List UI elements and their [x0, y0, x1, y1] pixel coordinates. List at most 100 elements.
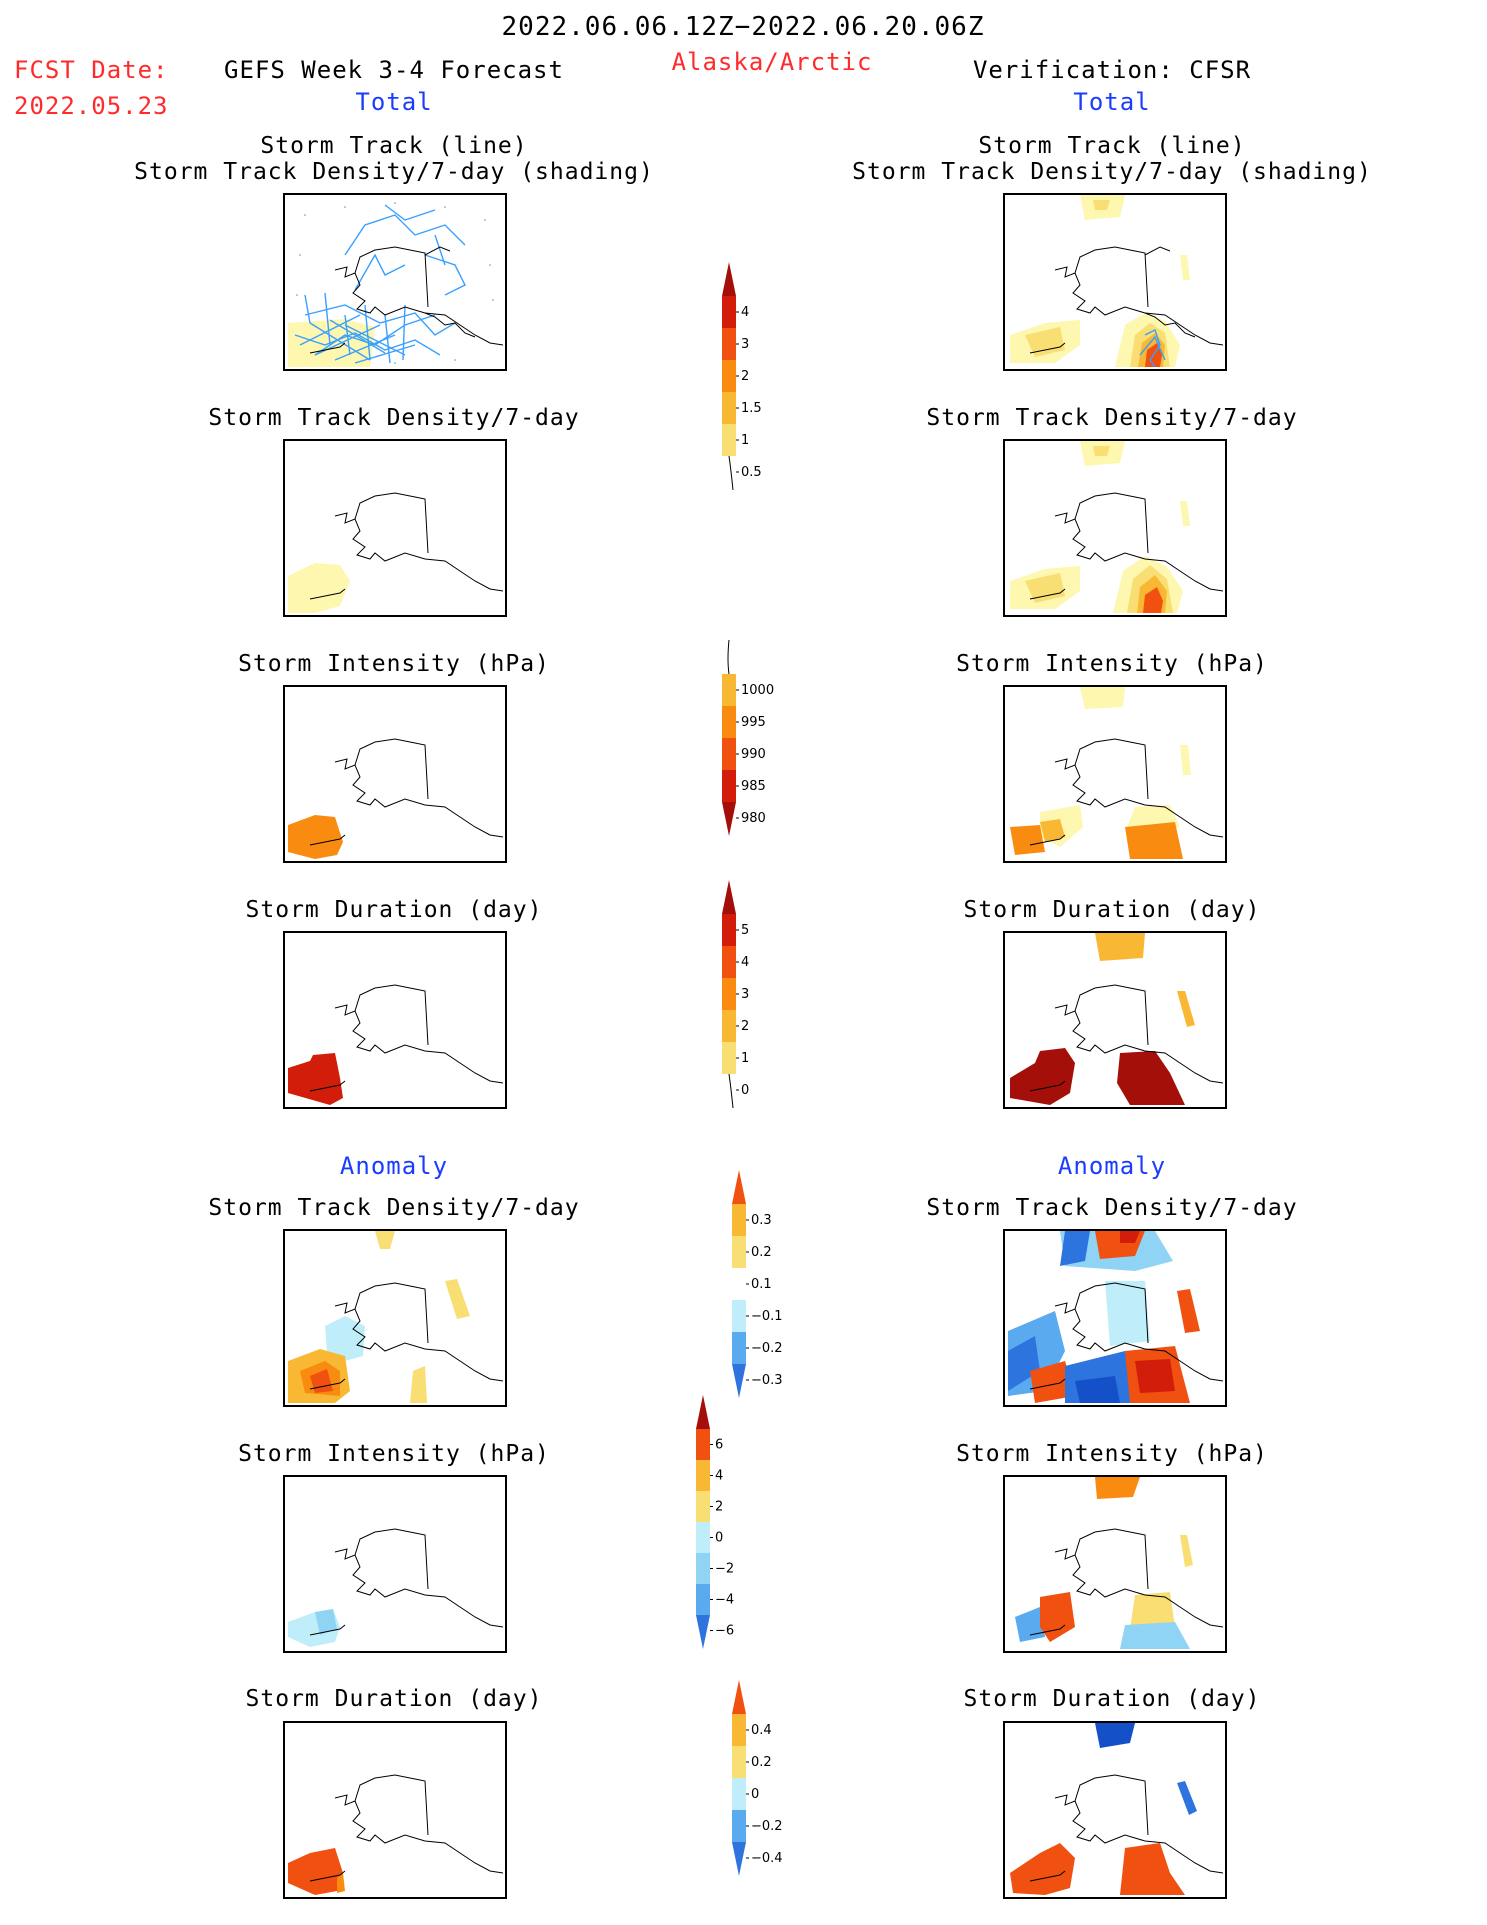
colorbar-segment — [696, 1429, 710, 1460]
density-shading — [1010, 195, 1190, 367]
colorbar-segment — [722, 1010, 736, 1042]
left-intensity-title: Storm Intensity (hPa) — [238, 651, 550, 677]
colorbar-bottom-end — [732, 1842, 746, 1876]
coastline — [1029, 492, 1224, 600]
map-right-track — [1003, 193, 1227, 371]
intensity-shading — [288, 815, 343, 859]
colorbar-tick-label: −0.4 — [751, 1851, 783, 1866]
map-left-duration-svg — [288, 984, 504, 1105]
region-title: Alaska/Arctic — [671, 48, 873, 76]
colorbar-top-end — [696, 1395, 710, 1429]
colorbar-tick-label: 3 — [741, 987, 749, 1002]
coastline — [1029, 738, 1224, 846]
colorbar-top-end — [722, 880, 736, 914]
colorbar-tick-label: 0 — [741, 1083, 749, 1098]
map-left-density — [283, 439, 507, 617]
map-right-intensity-svg — [1010, 687, 1224, 859]
map-right-anom-density — [1003, 1229, 1227, 1407]
colorbar-segment — [722, 770, 736, 802]
colorbar-tick-label: 0 — [715, 1531, 723, 1546]
colorbar-segment — [722, 738, 736, 770]
colorbar-tick-label: 2 — [741, 369, 749, 384]
anomaly-shading — [1010, 1723, 1197, 1895]
colorbar-segment — [722, 978, 736, 1010]
colorbar-bottom-end — [696, 1615, 710, 1649]
coastline — [1029, 984, 1224, 1092]
colorbar-segment — [722, 296, 736, 328]
colorbar-segment — [722, 914, 736, 946]
colorbar-bottom-end — [722, 802, 736, 836]
colorbar-intensity-total: 1000 995 990 985 980 — [722, 640, 774, 836]
storm-track-lines — [1139, 329, 1166, 368]
map-left-anom-intensity-svg — [288, 1528, 504, 1647]
map-right-duration — [1003, 931, 1227, 1109]
colorbar-density-anomaly: 0.3 0.2 0.1 −0.1 −0.2 −0.3 — [732, 1170, 783, 1398]
storm-track-lines — [294, 204, 466, 364]
colorbar-segment — [722, 706, 736, 738]
colorbar-bottom-end — [732, 1364, 746, 1398]
anomaly-shading — [288, 1231, 470, 1403]
colorbar-segment — [696, 1584, 710, 1615]
colorbar-segment — [732, 1332, 746, 1364]
colorbar-tick-label: 1.5 — [741, 401, 762, 416]
model-title: GEFS Week 3-4 Forecast — [224, 56, 564, 84]
duration-shading — [288, 1053, 343, 1105]
left-anom-duration-title: Storm Duration (day) — [245, 1686, 543, 1712]
density-shading — [288, 563, 350, 613]
colorbar-segment — [722, 360, 736, 392]
colorbar-tick-label: 2 — [715, 1500, 723, 1515]
colorbar-tick-label: −6 — [715, 1624, 734, 1639]
colorbar-density-total: 4 3 2 1.5 1 0.5 — [722, 262, 762, 491]
map-left-anom-intensity — [283, 1475, 507, 1653]
colorbar-segment — [732, 1236, 746, 1268]
coastline — [309, 1282, 504, 1390]
map-left-anom-density-svg — [288, 1231, 504, 1403]
colorbar-tick-label: 3 — [741, 337, 749, 352]
colorbar-segment — [732, 1204, 746, 1236]
colorbar-segment — [696, 1553, 710, 1584]
map-left-density-svg — [288, 492, 504, 613]
coastline — [1029, 1528, 1224, 1636]
colorbar-segment — [732, 1300, 746, 1332]
colorbar-top-end — [722, 262, 736, 296]
colorbar-tick-label: −0.1 — [751, 1309, 783, 1324]
map-right-anom-density-svg — [1008, 1231, 1224, 1403]
colorbar-segment — [722, 328, 736, 360]
right-intensity-title: Storm Intensity (hPa) — [956, 651, 1268, 677]
period-title: 2022.06.06.12Z−2022.06.20.06Z — [501, 12, 985, 42]
colorbar-tick-label: 0.1 — [751, 1277, 772, 1292]
colorbar-segment — [696, 1460, 710, 1491]
colorbar-tick-label: 2 — [741, 1019, 749, 1034]
coastline — [309, 246, 504, 354]
coastline — [309, 738, 504, 846]
map-right-anom-duration-svg — [1010, 1723, 1224, 1895]
colorbar-tick-label: 0.2 — [751, 1245, 772, 1260]
colorbar-tick-label: 0.5 — [741, 465, 762, 480]
left-track-line-title: Storm Track (line) — [260, 133, 528, 159]
colorbar-segment — [722, 946, 736, 978]
map-left-track-svg — [288, 202, 504, 367]
right-anom-intensity-title: Storm Intensity (hPa) — [956, 1441, 1268, 1467]
map-right-density — [1003, 439, 1227, 617]
fcst-date-value: 2022.05.23 — [14, 92, 169, 120]
left-track-shading-title: Storm Track Density/7-day (shading) — [134, 159, 654, 185]
colorbar-tick-label: 0.2 — [751, 1755, 772, 1770]
map-right-duration-svg — [1010, 933, 1224, 1105]
duration-shading — [1010, 933, 1195, 1105]
colorbar-tick-label: 995 — [741, 715, 766, 730]
colorbar-tick-label: 1 — [741, 433, 749, 448]
right-anom-duration-title: Storm Duration (day) — [963, 1686, 1261, 1712]
colorbar-tick-label: 0.3 — [751, 1213, 772, 1228]
colorbar-segment — [732, 1746, 746, 1778]
map-left-track — [283, 193, 507, 371]
colorbar-segment — [722, 1042, 736, 1074]
colorbar-tick-label: 0.4 — [751, 1723, 772, 1738]
colorbar-segment — [722, 674, 736, 706]
colorbar-tick-label: 4 — [741, 955, 749, 970]
left-anom-intensity-title: Storm Intensity (hPa) — [238, 1441, 550, 1467]
colorbar-tick-label: 5 — [741, 923, 749, 938]
colorbar-tick-label: 0 — [751, 1787, 759, 1802]
colorbar-top-end — [732, 1680, 746, 1714]
colorbar-intensity-anomaly: 6 4 2 0 −2 −4 −6 — [696, 1395, 734, 1649]
graticule-dots — [296, 202, 494, 364]
